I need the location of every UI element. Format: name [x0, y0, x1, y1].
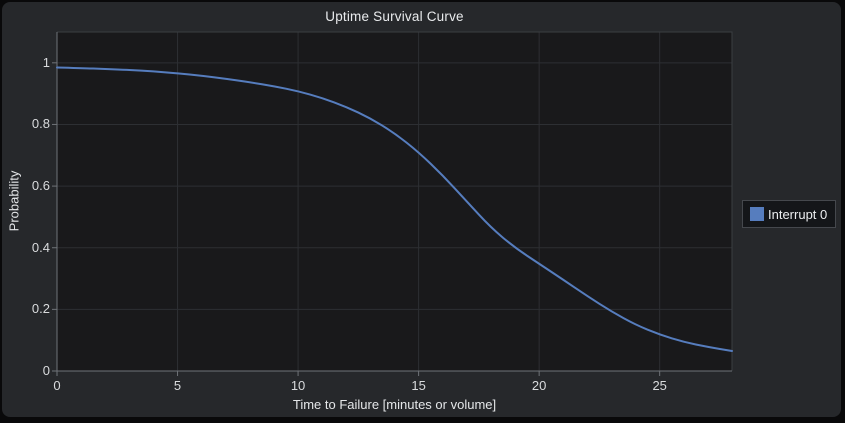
x-tick-label: 15 — [411, 378, 426, 393]
plot-border — [57, 31, 733, 371]
x-tick-label: 25 — [652, 378, 667, 393]
x-tick-label: 5 — [173, 378, 182, 393]
x-tick-label: 0 — [53, 378, 61, 393]
plot-background — [57, 32, 732, 371]
legend-label: Interrupt 0 — [768, 206, 828, 222]
x-axis-label: Time to Failure [minutes or volume] — [292, 397, 497, 412]
series-line — [56, 66, 733, 352]
x-tick-label: 10 — [290, 378, 306, 393]
chart-panel: Uptime Survival Curve Time to Failure [m… — [2, 2, 841, 417]
chart-title: Uptime Survival Curve — [325, 9, 464, 24]
y-tick-label: 0.4 — [31, 239, 50, 255]
x-tick-label: 20 — [531, 378, 547, 393]
legend-item[interactable]: Interrupt 0 — [742, 200, 836, 228]
y-tick-label: 0.8 — [31, 116, 50, 132]
y-tick-label: 0.2 — [31, 301, 50, 317]
legend-swatch-icon — [750, 207, 764, 221]
y-tick-label: 0.6 — [31, 178, 50, 194]
y-tick-label: 1 — [42, 54, 50, 70]
y-tick-label: 0 — [42, 363, 50, 378]
